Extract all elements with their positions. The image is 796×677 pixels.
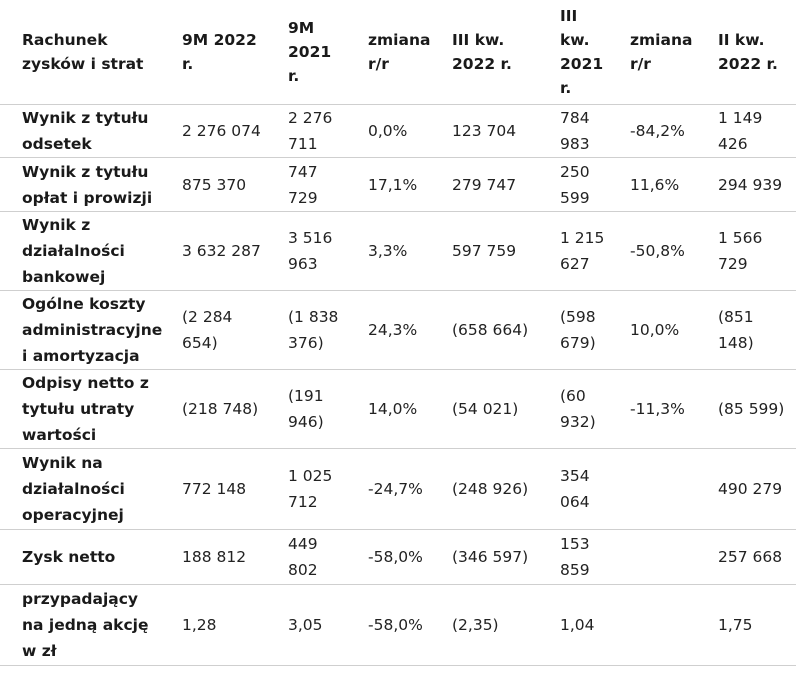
table-cell: 354 064 (540, 448, 610, 530)
table-cell: (85 599) (698, 369, 796, 449)
row-label: Odpisy netto z tytułu utraty wartości (0, 369, 162, 449)
table-row: Wynik z tytułu opłat i prowizji 875 370 … (0, 157, 796, 212)
table-cell: -58,0% (348, 584, 432, 666)
table-cell: 3 516 963 (268, 211, 348, 291)
table-row: Wynik z działalności bankowej 3 632 287 … (0, 211, 796, 291)
table-cell: (2 284 654) (162, 290, 268, 370)
table-cell: (191 946) (268, 369, 348, 449)
table-cell: 257 668 (698, 529, 796, 585)
table-cell: (658 664) (432, 290, 540, 370)
table-row: Zysk netto 188 812 449 802 -58,0% (346 5… (0, 529, 796, 585)
table-cell: 17,1% (348, 157, 432, 212)
table-cell: 24,3% (348, 290, 432, 370)
table-header-row: Rachunek zysków i strat 9M 2022 r. 9M 20… (0, 0, 796, 105)
table-row: Odpisy netto z tytułu utraty wartości (2… (0, 369, 796, 449)
table-cell: (54 021) (432, 369, 540, 449)
table-cell: (346 597) (432, 529, 540, 585)
table-cell (610, 584, 698, 666)
table-cell: -50,8% (610, 211, 698, 291)
table-cell: 1 215 627 (540, 211, 610, 291)
table-cell: 3,05 (268, 584, 348, 666)
row-label: Ogólne koszty administracyjne i amortyza… (0, 290, 162, 370)
table-cell: (598 679) (540, 290, 610, 370)
column-header-change-yoy-9m: zmiana r/r (348, 0, 432, 105)
table-cell: 1 025 712 (268, 448, 348, 530)
table-cell: 1 149 426 (698, 104, 796, 158)
table-cell: -84,2% (610, 104, 698, 158)
table-cell: 250 599 (540, 157, 610, 212)
table-cell: (851 148) (698, 290, 796, 370)
table-cell: 3 632 287 (162, 211, 268, 291)
table-row: Wynik na działalności operacyjnej 772 14… (0, 448, 796, 530)
table-cell: 1 566 729 (698, 211, 796, 291)
table-row: przypadający na jedną akcję w zł 1,28 3,… (0, 584, 796, 666)
table-cell: 279 747 (432, 157, 540, 212)
table-cell: 784 983 (540, 104, 610, 158)
row-label: Wynik z tytułu odsetek (0, 104, 162, 158)
table-cell: (2,35) (432, 584, 540, 666)
table-cell: 1,28 (162, 584, 268, 666)
column-header-statement: Rachunek zysków i strat (0, 0, 162, 105)
column-header-q2-2022: II kw. 2022 r. (698, 0, 796, 105)
column-header-q3-2022: III kw. 2022 r. (432, 0, 540, 105)
table-cell: 772 148 (162, 448, 268, 530)
table-cell: 2 276 074 (162, 104, 268, 158)
row-label: Wynik z działalności bankowej (0, 211, 162, 291)
row-label: Wynik na działalności operacyjnej (0, 448, 162, 530)
table-cell: 0,0% (348, 104, 432, 158)
table-cell: 875 370 (162, 157, 268, 212)
table-cell: 597 759 (432, 211, 540, 291)
column-header-9m-2022: 9M 2022 r. (162, 0, 268, 105)
row-label: Wynik z tytułu opłat i prowizji (0, 157, 162, 212)
table-cell: 123 704 (432, 104, 540, 158)
row-label: przypadający na jedną akcję w zł (0, 584, 162, 666)
table-cell: 2 276 711 (268, 104, 348, 158)
table-cell: 10,0% (610, 290, 698, 370)
table-cell: 490 279 (698, 448, 796, 530)
table-cell: 1,04 (540, 584, 610, 666)
table-cell: 3,3% (348, 211, 432, 291)
column-header-q3-2021: III kw. 2021 r. (540, 0, 610, 105)
table-cell: 188 812 (162, 529, 268, 585)
table-row: Ogólne koszty administracyjne i amortyza… (0, 290, 796, 370)
table-cell: 11,6% (610, 157, 698, 212)
table-cell: (248 926) (432, 448, 540, 530)
table-cell (610, 529, 698, 585)
row-label: Zysk netto (0, 529, 162, 585)
table-cell: -58,0% (348, 529, 432, 585)
column-header-9m-2021: 9M 2021 r. (268, 0, 348, 105)
table-cell: 14,0% (348, 369, 432, 449)
table-row: Wynik z tytułu odsetek 2 276 074 2 276 7… (0, 104, 796, 158)
table-cell: 449 802 (268, 529, 348, 585)
table-cell: (1 838 376) (268, 290, 348, 370)
table-cell: -24,7% (348, 448, 432, 530)
table-cell (610, 448, 698, 530)
table-cell: 1,75 (698, 584, 796, 666)
table-cell: -11,3% (610, 369, 698, 449)
table-cell: 294 939 (698, 157, 796, 212)
table-cell: 153 859 (540, 529, 610, 585)
table-cell: 747 729 (268, 157, 348, 212)
column-header-change-yoy-q3: zmiana r/r (610, 0, 698, 105)
table-cell: (218 748) (162, 369, 268, 449)
table-cell: (60 932) (540, 369, 610, 449)
